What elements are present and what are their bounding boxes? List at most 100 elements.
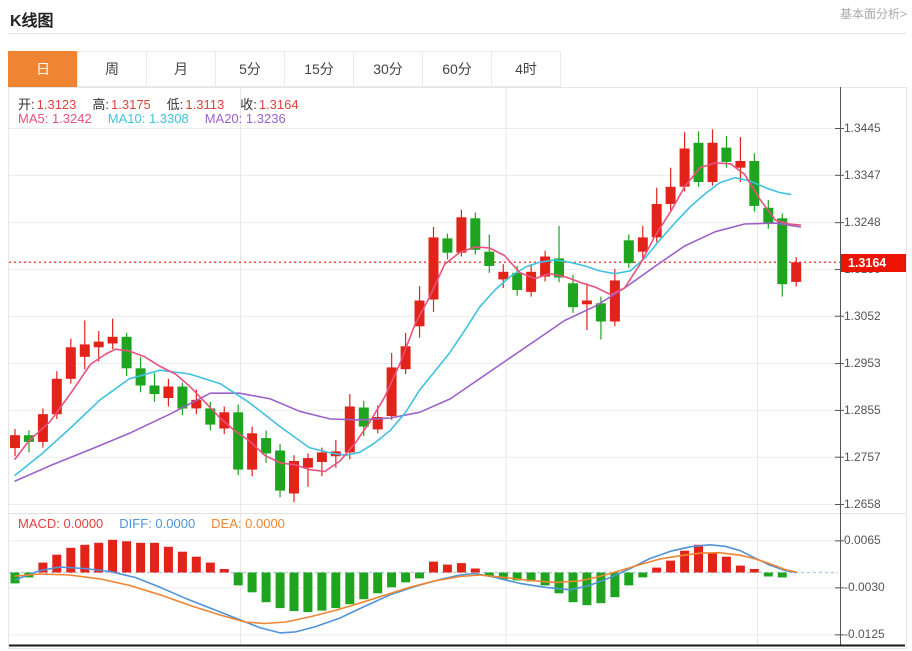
candle-body <box>679 148 690 187</box>
macd-bar <box>735 565 745 573</box>
candle-body <box>358 407 369 427</box>
macd-bar <box>275 572 285 609</box>
tab-month[interactable]: 月 <box>146 51 216 87</box>
tab-week[interactable]: 周 <box>77 51 147 87</box>
macd-bar <box>303 572 313 613</box>
price-tick-label: 1.2855 <box>844 402 881 417</box>
candle-body <box>512 272 523 290</box>
macd-bar <box>233 572 243 586</box>
macd-bar <box>721 556 731 573</box>
candle-body <box>163 386 174 398</box>
macd-bar <box>680 550 690 573</box>
macd-readout: MACD: 0.0000 DIFF: 0.0000 DEA: 0.0000 <box>18 516 285 531</box>
candle-body <box>456 217 467 253</box>
macd-bar <box>163 546 173 573</box>
candle-body <box>763 207 774 224</box>
tab-4hour[interactable]: 4时 <box>491 51 561 87</box>
macd-bar <box>429 561 438 573</box>
candle-body <box>693 142 704 182</box>
macd-bar <box>331 572 341 609</box>
candle-body <box>540 256 551 277</box>
candle-body <box>93 341 104 348</box>
macd-bar <box>442 564 452 573</box>
ma5-line <box>14 162 802 473</box>
price-tick-label: 1.2658 <box>844 496 881 511</box>
macd-bar <box>10 572 20 584</box>
macd-bar <box>52 554 62 573</box>
candle-body <box>400 346 411 370</box>
candle-body <box>302 458 313 468</box>
period-tabbar: 日周月 5分 15分 30分 60分 4时 <box>8 51 561 87</box>
ma-readout: MA5: 1.3242 MA10: 1.3308 MA20: 1.3236 <box>18 111 286 126</box>
tab-day[interactable]: 日 <box>8 51 78 87</box>
macd-bar <box>387 572 397 588</box>
candle-body <box>261 438 272 454</box>
candle-body <box>526 271 537 292</box>
current-price-badge: 1.3164 <box>841 254 906 272</box>
macd-bar <box>582 572 592 606</box>
macd-bar <box>359 572 369 600</box>
macd-bar <box>345 572 355 605</box>
macd-bar <box>568 572 578 603</box>
macd-bar <box>247 572 257 593</box>
low-readout: 低: 1.3113 <box>166 97 225 112</box>
ma10-readout: MA10: 1.3308 <box>107 111 189 126</box>
candle-body <box>205 408 216 425</box>
tab-5min[interactable]: 5分 <box>215 51 285 87</box>
candle-body <box>23 435 34 442</box>
macd-bar <box>596 572 606 604</box>
high-readout: 高: 1.3175 <box>92 97 151 112</box>
candle-body <box>372 417 383 430</box>
macd-bar <box>94 542 104 573</box>
macd-bar <box>177 551 187 573</box>
dea-line <box>14 551 798 625</box>
candle-body <box>581 300 592 305</box>
macd-bar <box>498 572 508 580</box>
macd-tick-label: -0.0125 <box>844 627 885 642</box>
tab-60min[interactable]: 60分 <box>422 51 492 87</box>
price-tick-label: 1.3052 <box>844 308 881 323</box>
diff-line <box>14 543 798 634</box>
diff-value-readout: DIFF: 0.0000 <box>119 516 196 531</box>
ma20-readout: MA20: 1.3236 <box>204 111 286 126</box>
candle-body <box>428 237 439 300</box>
macd-value-readout: MACD: 0.0000 <box>18 516 104 531</box>
candle-body <box>247 433 258 470</box>
price-tick-label: 1.3248 <box>844 215 881 230</box>
candles-layer <box>10 129 802 503</box>
price-tick-label: 1.3445 <box>844 121 881 135</box>
candle-body <box>289 461 299 494</box>
title-divider <box>8 33 906 34</box>
macd-histogram-layer <box>10 539 787 613</box>
macd-bar <box>219 569 229 573</box>
tab-30min[interactable]: 30分 <box>353 51 423 87</box>
candle-body <box>191 399 202 409</box>
candle-body <box>386 367 397 417</box>
macd-bar <box>694 544 703 573</box>
candle-body <box>275 450 286 491</box>
macd-bar <box>652 567 662 573</box>
price-tick-label: 1.3347 <box>844 167 881 182</box>
candle-body <box>107 336 118 344</box>
macd-bar <box>317 572 327 611</box>
candle-body <box>498 271 509 280</box>
open-readout: 开: 1.3123 <box>18 97 77 112</box>
candle-body <box>79 344 90 357</box>
ohlc-readout: 开: 1.3123 高: 1.3175 低: 1.3113 收: 1.3164 <box>18 94 299 113</box>
macd-bar <box>108 539 118 573</box>
candle-body <box>442 238 453 253</box>
candle-body <box>219 412 230 429</box>
candle-body <box>135 368 146 386</box>
candle-body <box>707 142 718 182</box>
macd-bar <box>638 572 648 578</box>
tab-15min[interactable]: 15分 <box>284 51 354 87</box>
candle-body <box>665 186 676 204</box>
macd-bar <box>526 572 536 582</box>
macd-bar <box>610 572 620 598</box>
close-readout: 收: 1.3164 <box>240 97 299 112</box>
macd-bar <box>624 572 634 586</box>
dea-value-readout: DEA: 0.0000 <box>211 516 285 531</box>
fundamental-analysis-link[interactable]: 基本面分析> <box>839 7 907 21</box>
